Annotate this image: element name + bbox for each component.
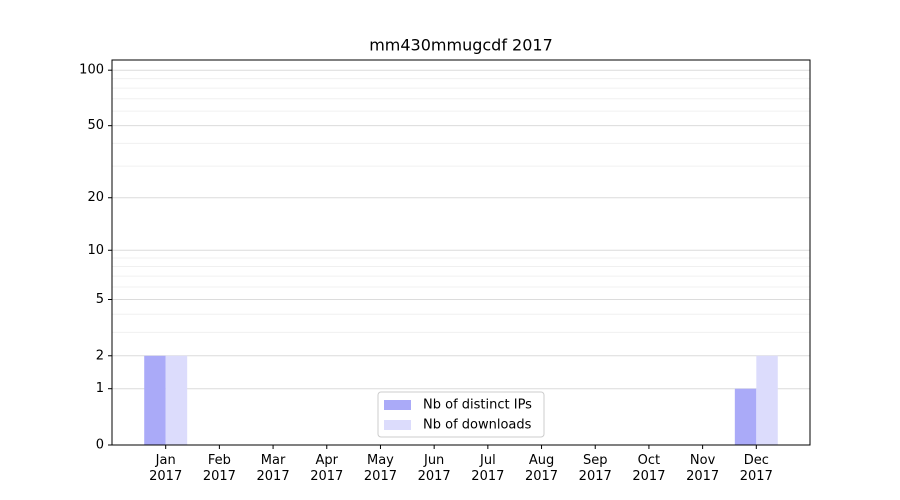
plot-frame xyxy=(111,59,811,446)
y-tick-label: 0 xyxy=(96,438,104,453)
x-tick-label: Dec 2017 xyxy=(739,453,773,484)
x-tick-label: Jul 2017 xyxy=(471,453,505,484)
y-tick-label: 2 xyxy=(96,348,104,363)
y-tick-label: 10 xyxy=(87,243,104,258)
bar xyxy=(165,355,188,445)
x-tick-label: Mar 2017 xyxy=(256,453,290,484)
x-tick-label: Feb 2017 xyxy=(202,453,236,484)
legend-label: Nb of distinct IPs xyxy=(423,398,532,413)
x-tick-label: Jan 2017 xyxy=(149,453,183,484)
legend-swatch xyxy=(384,400,411,410)
x-tick-label: Sep 2017 xyxy=(578,453,612,484)
chart-title: mm430mmugcdf 2017 xyxy=(369,36,553,55)
x-tick-label: May 2017 xyxy=(363,453,397,484)
legend-label: Nb of downloads xyxy=(423,418,532,433)
x-tick-label: Apr 2017 xyxy=(310,453,344,484)
y-tick-label: 5 xyxy=(96,292,104,307)
bar xyxy=(734,388,757,445)
x-tick-label: Nov 2017 xyxy=(686,453,720,484)
bar xyxy=(144,355,166,445)
x-tick-label: Oct 2017 xyxy=(632,453,666,484)
x-tick-label: Jun 2017 xyxy=(417,453,451,484)
x-tick-label: Aug 2017 xyxy=(524,453,559,484)
legend: Nb of distinct IPs Nb of downloads xyxy=(377,391,545,438)
legend-swatch xyxy=(384,420,411,430)
bar xyxy=(756,355,778,445)
legend-frame xyxy=(377,391,545,438)
y-tick-label: 20 xyxy=(87,190,104,205)
y-tick-label: 1 xyxy=(96,381,104,396)
y-tick-label: 100 xyxy=(79,63,104,78)
y-tick-label: 50 xyxy=(87,118,104,133)
